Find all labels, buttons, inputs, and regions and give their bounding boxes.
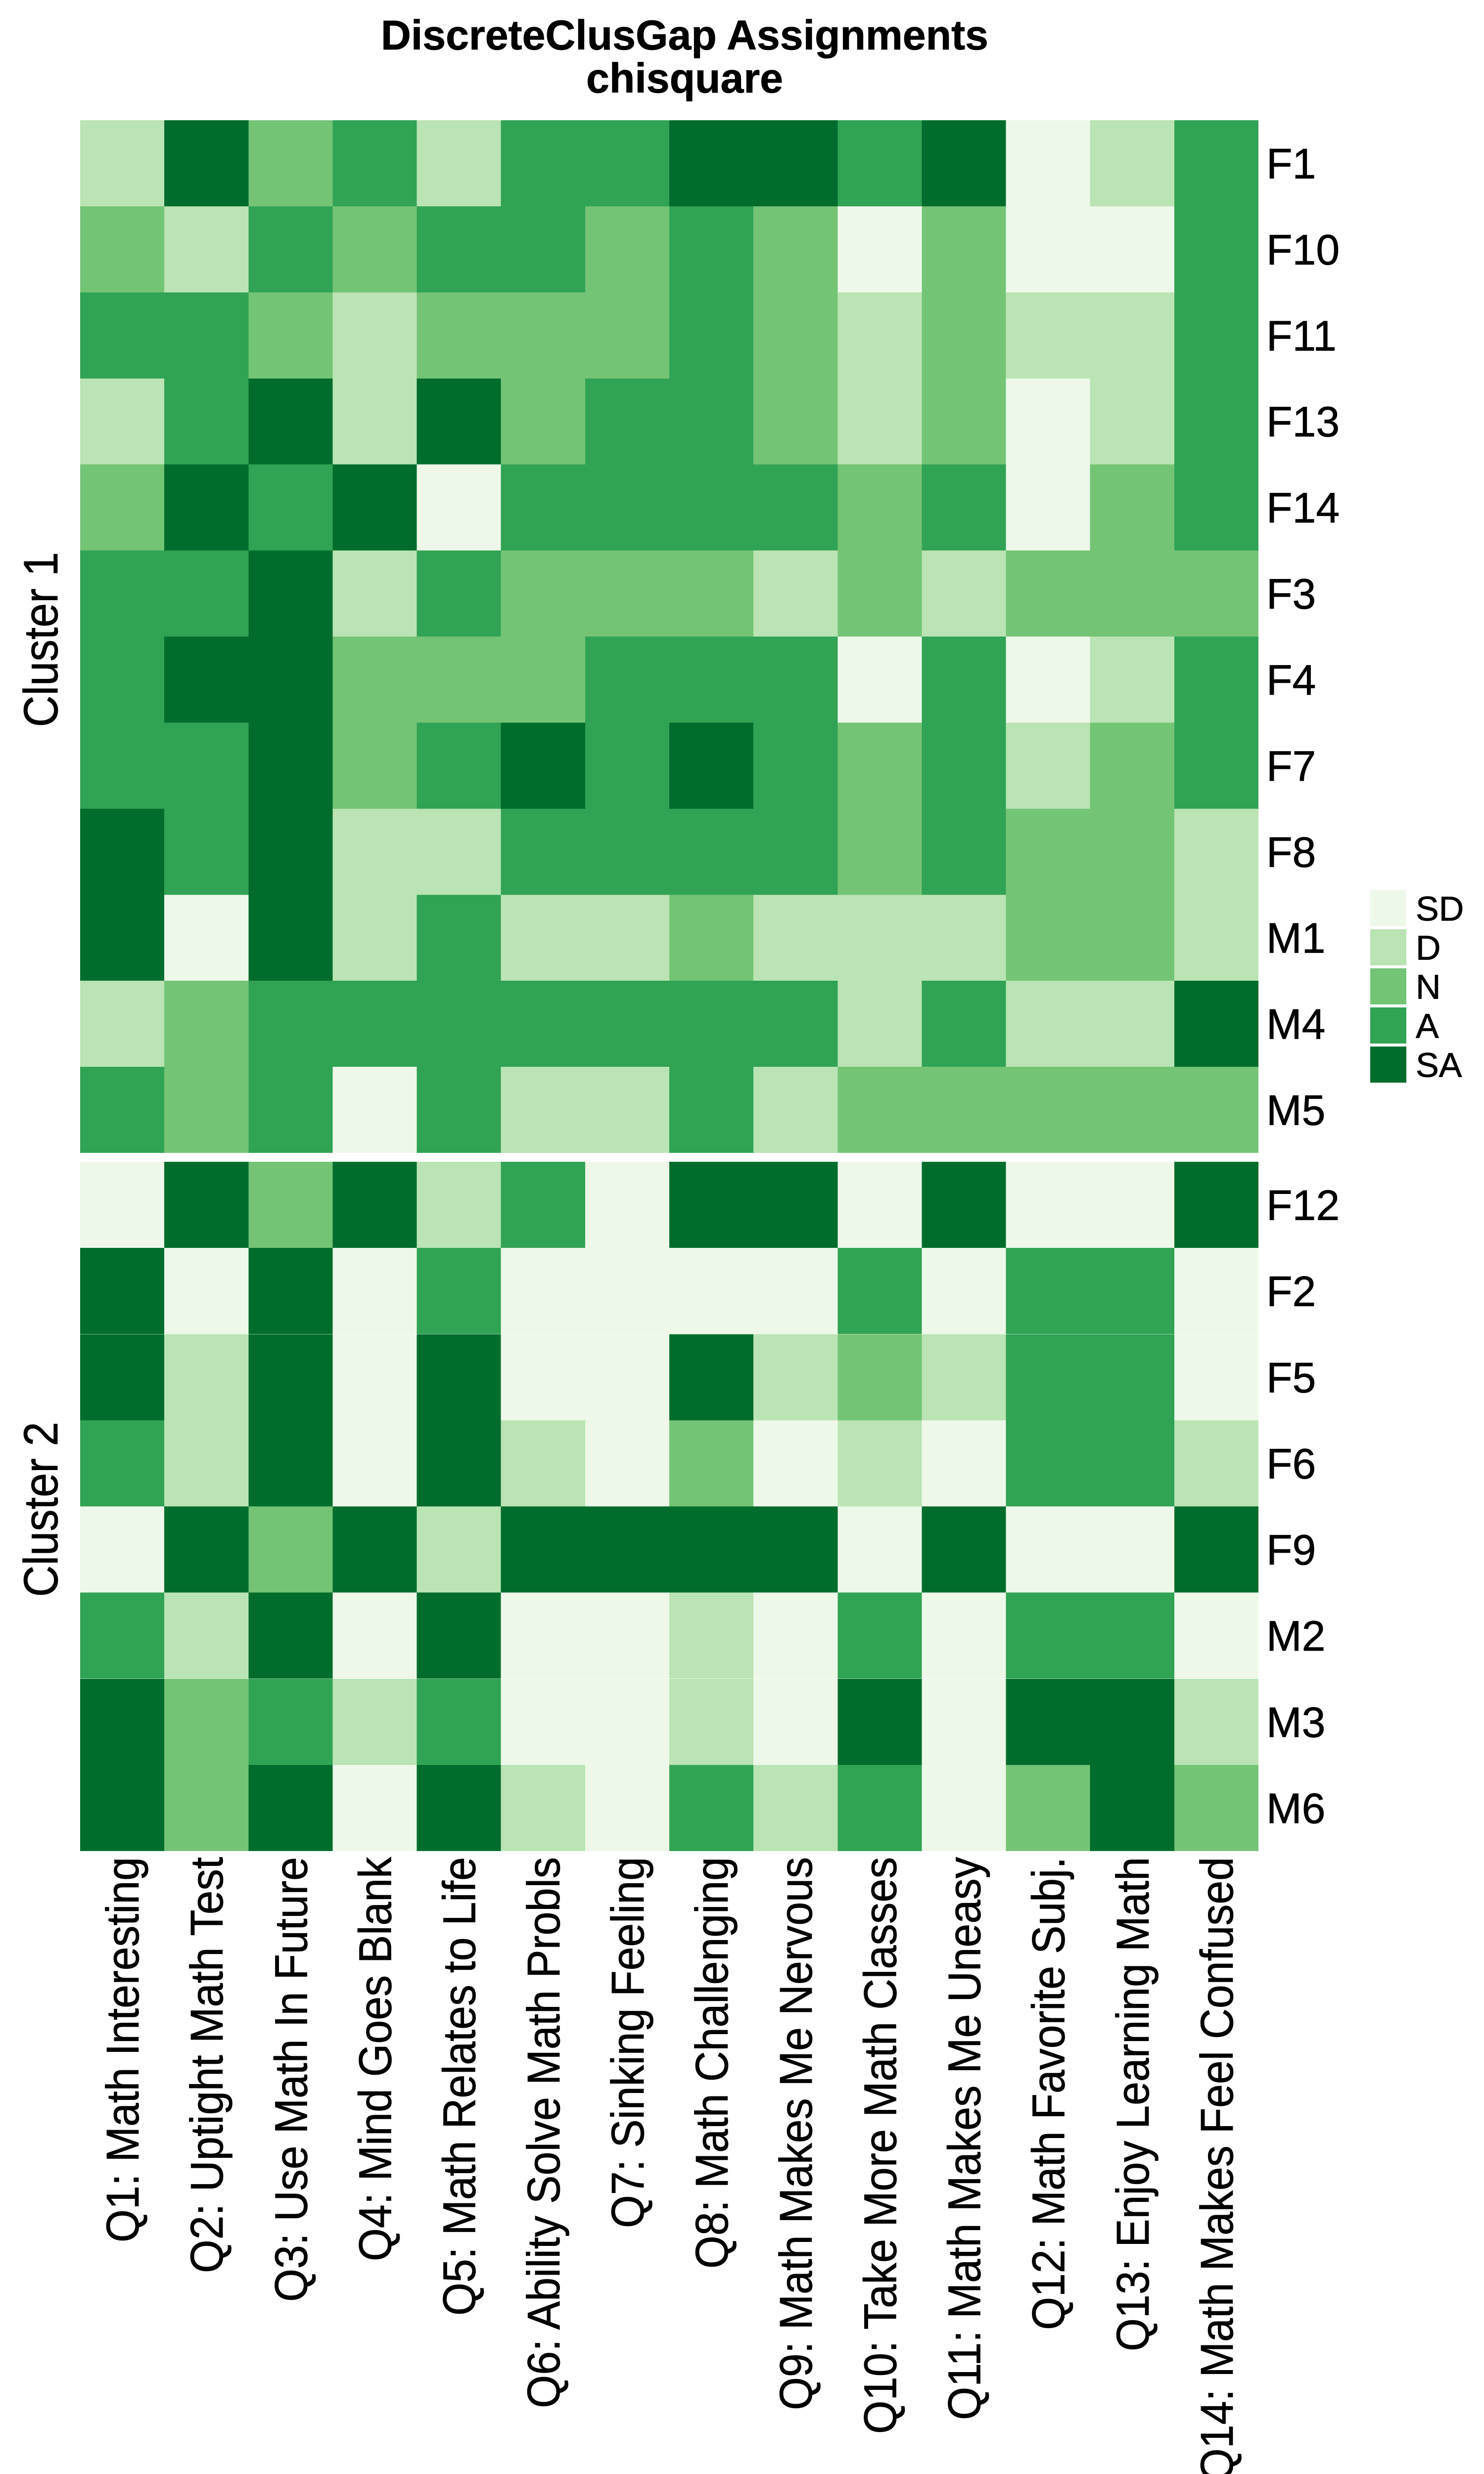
svg-text:F13: F13 [1266,398,1340,446]
svg-text:SA: SA [1416,1046,1462,1085]
svg-text:Q13: Enjoy Learning Math: Q13: Enjoy Learning Math [1107,1857,1159,2351]
svg-text:DiscreteClusGap Assignments: DiscreteClusGap Assignments [381,12,988,58]
svg-text:F2: F2 [1266,1268,1316,1316]
svg-text:Q4: Mind Goes Blank: Q4: Mind Goes Blank [350,1857,401,2261]
svg-text:Q8: Math Challenging: Q8: Math Challenging [686,1857,738,2269]
svg-text:F1: F1 [1266,141,1316,188]
svg-text:M3: M3 [1266,1699,1325,1746]
svg-text:Q11: Math Makes Me Uneasy: Q11: Math Makes Me Uneasy [939,1857,990,2420]
svg-text:Q7: Sinking Feeling: Q7: Sinking Feeling [602,1857,653,2228]
svg-text:F7: F7 [1266,743,1316,790]
svg-text:F5: F5 [1266,1354,1316,1402]
svg-text:Q9: Math Makes Me Nervous: Q9: Math Makes Me Nervous [770,1857,822,2410]
svg-text:Q10: Take More Math Classes: Q10: Take More Math Classes [854,1857,906,2434]
svg-text:Cluster 1: Cluster 1 [14,552,68,727]
svg-text:D: D [1416,929,1441,967]
svg-text:F3: F3 [1266,571,1316,618]
svg-text:F9: F9 [1266,1526,1316,1574]
svg-text:M6: M6 [1266,1785,1325,1832]
svg-text:F8: F8 [1266,829,1316,876]
svg-text:M4: M4 [1266,1001,1325,1048]
svg-text:A: A [1416,1007,1439,1046]
svg-text:F10: F10 [1266,226,1340,274]
svg-text:F14: F14 [1266,484,1340,532]
svg-text:Q12: Math Favorite Subj.: Q12: Math Favorite Subj. [1023,1857,1074,2330]
svg-text:Q1: Math Interesting: Q1: Math Interesting [97,1857,148,2242]
svg-text:F12: F12 [1266,1182,1340,1230]
svg-text:Q14: Math Makes Feel Confused: Q14: Math Makes Feel Confused [1191,1857,1243,2474]
svg-text:F11: F11 [1266,312,1337,360]
svg-text:F6: F6 [1266,1440,1316,1488]
svg-text:Q3: Use Math In Future: Q3: Use Math In Future [265,1857,317,2302]
svg-text:Q2: Uptight Math Test: Q2: Uptight Math Test [181,1857,232,2273]
svg-text:Q6: Ability Solve Math Probls: Q6: Ability Solve Math Probls [518,1857,569,2408]
svg-text:M1: M1 [1266,915,1325,962]
svg-text:F4: F4 [1266,657,1316,704]
svg-text:SD: SD [1416,890,1464,928]
svg-text:Cluster 2: Cluster 2 [14,1422,68,1597]
svg-text:M2: M2 [1266,1613,1325,1660]
svg-text:chisquare: chisquare [586,55,783,101]
svg-text:Q5: Math Relates to Life: Q5: Math Relates to Life [434,1857,485,2316]
svg-text:N: N [1416,968,1441,1006]
svg-text:M5: M5 [1266,1087,1325,1135]
